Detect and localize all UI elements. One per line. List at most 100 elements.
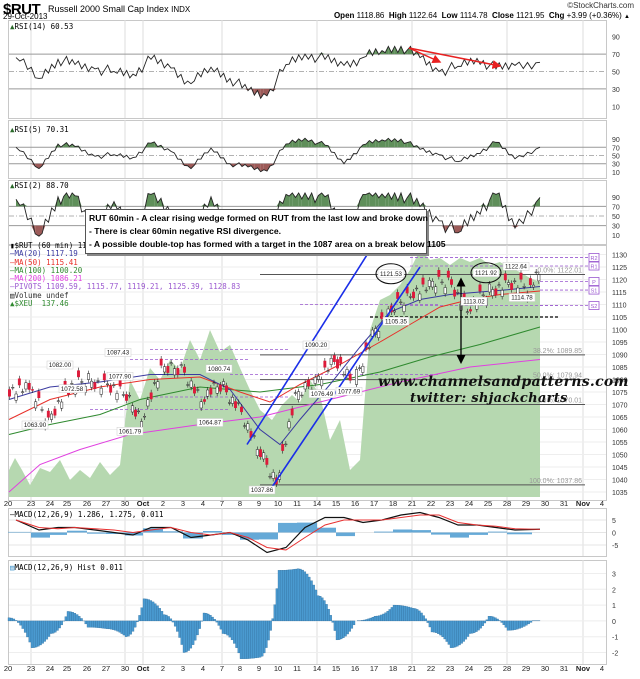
price-panel: 1035 1040 1045 1050 1055 1060 1065 1070 1075 1080…: [8, 246, 628, 497]
date-tick: 27: [102, 664, 110, 673]
close-value: 1121.95: [516, 11, 545, 20]
histogram-icon: ▤: [10, 563, 15, 572]
svg-text:1065: 1065: [612, 415, 628, 422]
divergence-arrows: [408, 47, 502, 69]
svg-text:1035: 1035: [612, 490, 628, 497]
date-tick: 20: [4, 664, 12, 673]
date-tick: Oct: [137, 664, 150, 673]
ma200-legend: —MA(200) 1086.21: [10, 274, 83, 284]
ma100-legend: —MA(100) 1100.20: [10, 265, 83, 275]
rsi14-legend: ▲RSI(14) 60.53: [10, 22, 73, 31]
date-tick: 10: [274, 664, 282, 673]
ma50-value: 1115.41: [46, 257, 78, 267]
panel-frames: [8, 20, 607, 665]
open-value: 1118.86: [356, 11, 385, 20]
macd-legend: —MACD(12,26,9) 1.286, 1.275, 0.011: [10, 510, 164, 519]
date-tick: 23: [446, 664, 454, 673]
date-tick: 22: [427, 499, 435, 508]
ma200-value: 1086.21: [50, 274, 83, 284]
rsi5-title: RSI(5) 70.31: [14, 125, 69, 134]
date-tick: 28: [503, 499, 511, 508]
hist-legend: ▤MACD(12,26,9) Hist 0.011: [10, 563, 123, 572]
price-label: 1121.92: [475, 270, 497, 277]
date-tick: 11: [293, 499, 301, 508]
svg-text:-5: -5: [612, 543, 618, 550]
date-tick: 3: [181, 499, 185, 508]
date-tick: 23: [446, 499, 454, 508]
symbol: $RUT: [3, 1, 41, 18]
svg-text:30: 30: [612, 87, 620, 94]
date-tick: 31: [560, 664, 568, 673]
macd-panel: -5 0 5: [8, 511, 618, 554]
svg-text:1105: 1105: [612, 315, 627, 322]
price-label: 1122.64: [505, 263, 527, 270]
price-title: ▮$RUT (60 min) 1121.95: [10, 241, 240, 250]
price-label: 1087.43: [107, 350, 130, 357]
date-tick: 7: [220, 499, 224, 508]
candle-icon: ▮: [10, 241, 15, 250]
ma20-legend: —MA(20) 1117.19: [10, 249, 78, 259]
fib-label: 61.8%: 1070.01: [533, 397, 582, 404]
pivot-tag: R2: [590, 256, 597, 262]
pivot-tag: S1: [591, 289, 598, 295]
high-value: 1122.64: [408, 11, 438, 20]
svg-text:1085: 1085: [612, 365, 628, 372]
double-top-1: [375, 263, 407, 285]
date-tick: 25: [63, 664, 71, 673]
index-name: Russell 2000 Small Cap Index INDX: [48, 4, 190, 14]
svg-text:1040: 1040: [612, 478, 628, 485]
date-tick: 15: [332, 664, 340, 673]
svg-text:50: 50: [612, 70, 620, 77]
macd-title: MACD(12,26,9) 1.286, 1.275, 0.011: [14, 510, 164, 519]
indicator-icon: ▲: [10, 22, 15, 31]
date-tick: Oct: [137, 499, 150, 508]
svg-text:1: 1: [612, 603, 616, 610]
note-line-1: RUT 60min - A clear rising wedge formed …: [89, 213, 428, 223]
svg-text:10: 10: [612, 233, 620, 240]
price-label: 1076.49: [311, 391, 334, 398]
svg-text:1080: 1080: [612, 378, 628, 385]
date-tick: 20: [4, 499, 12, 508]
fib-label: 100.0%: 1037.86: [529, 478, 582, 485]
pivot-tag: P: [592, 280, 596, 286]
date-tick: 7: [220, 664, 224, 673]
date-tick: 24: [46, 664, 54, 673]
svg-text:10: 10: [612, 170, 620, 177]
chart-date: 29-Oct-2013: [3, 12, 48, 21]
date-tick: 23: [27, 499, 35, 508]
xeu-name: $XEU: [14, 299, 33, 309]
svg-text:3: 3: [612, 571, 616, 578]
price-label: 1037.86: [251, 487, 274, 494]
date-tick: 25: [484, 499, 492, 508]
price-label: 1077.69: [338, 388, 361, 395]
date-tick: 30: [121, 664, 129, 673]
svg-text:50: 50: [612, 214, 620, 221]
date-tick: 26: [83, 499, 91, 508]
svg-text:90: 90: [612, 195, 620, 202]
area-icon: ▲: [10, 299, 15, 309]
price-label: 1082.00: [49, 362, 72, 369]
low-label: Low: [441, 11, 458, 20]
price-label: 1121.53: [380, 271, 402, 278]
pivots-name: PIVOTS: [14, 282, 42, 292]
date-tick: 2: [161, 499, 165, 508]
price-label: 1105.35: [385, 318, 407, 325]
watermark-site: www.channelsandpatterns.com: [378, 374, 629, 390]
price-label: 1113.02: [463, 298, 485, 305]
rsi2-legend: ▲RSI(2) 88.70: [10, 181, 69, 190]
date-tick: 14: [313, 664, 321, 673]
svg-text:1070: 1070: [612, 403, 628, 410]
exchange: INDX: [171, 5, 191, 14]
indicator-icon: ▲: [10, 125, 15, 134]
pivots-value: 1109.59, 1115.77, 1119.21, 1125.39, 1128…: [46, 282, 241, 292]
wedge-lower: [271, 266, 421, 488]
pivots-legend: —PIVOTS 1109.59, 1115.77, 1119.21, 1125.…: [10, 282, 241, 292]
date-tick: 29: [522, 499, 530, 508]
date-tick: 17: [370, 664, 378, 673]
indicator-icon: ▲: [10, 181, 15, 190]
date-tick: 24: [465, 499, 473, 508]
price-label: 1080.74: [208, 366, 231, 373]
date-tick: 25: [484, 664, 492, 673]
svg-text:70: 70: [612, 204, 620, 211]
